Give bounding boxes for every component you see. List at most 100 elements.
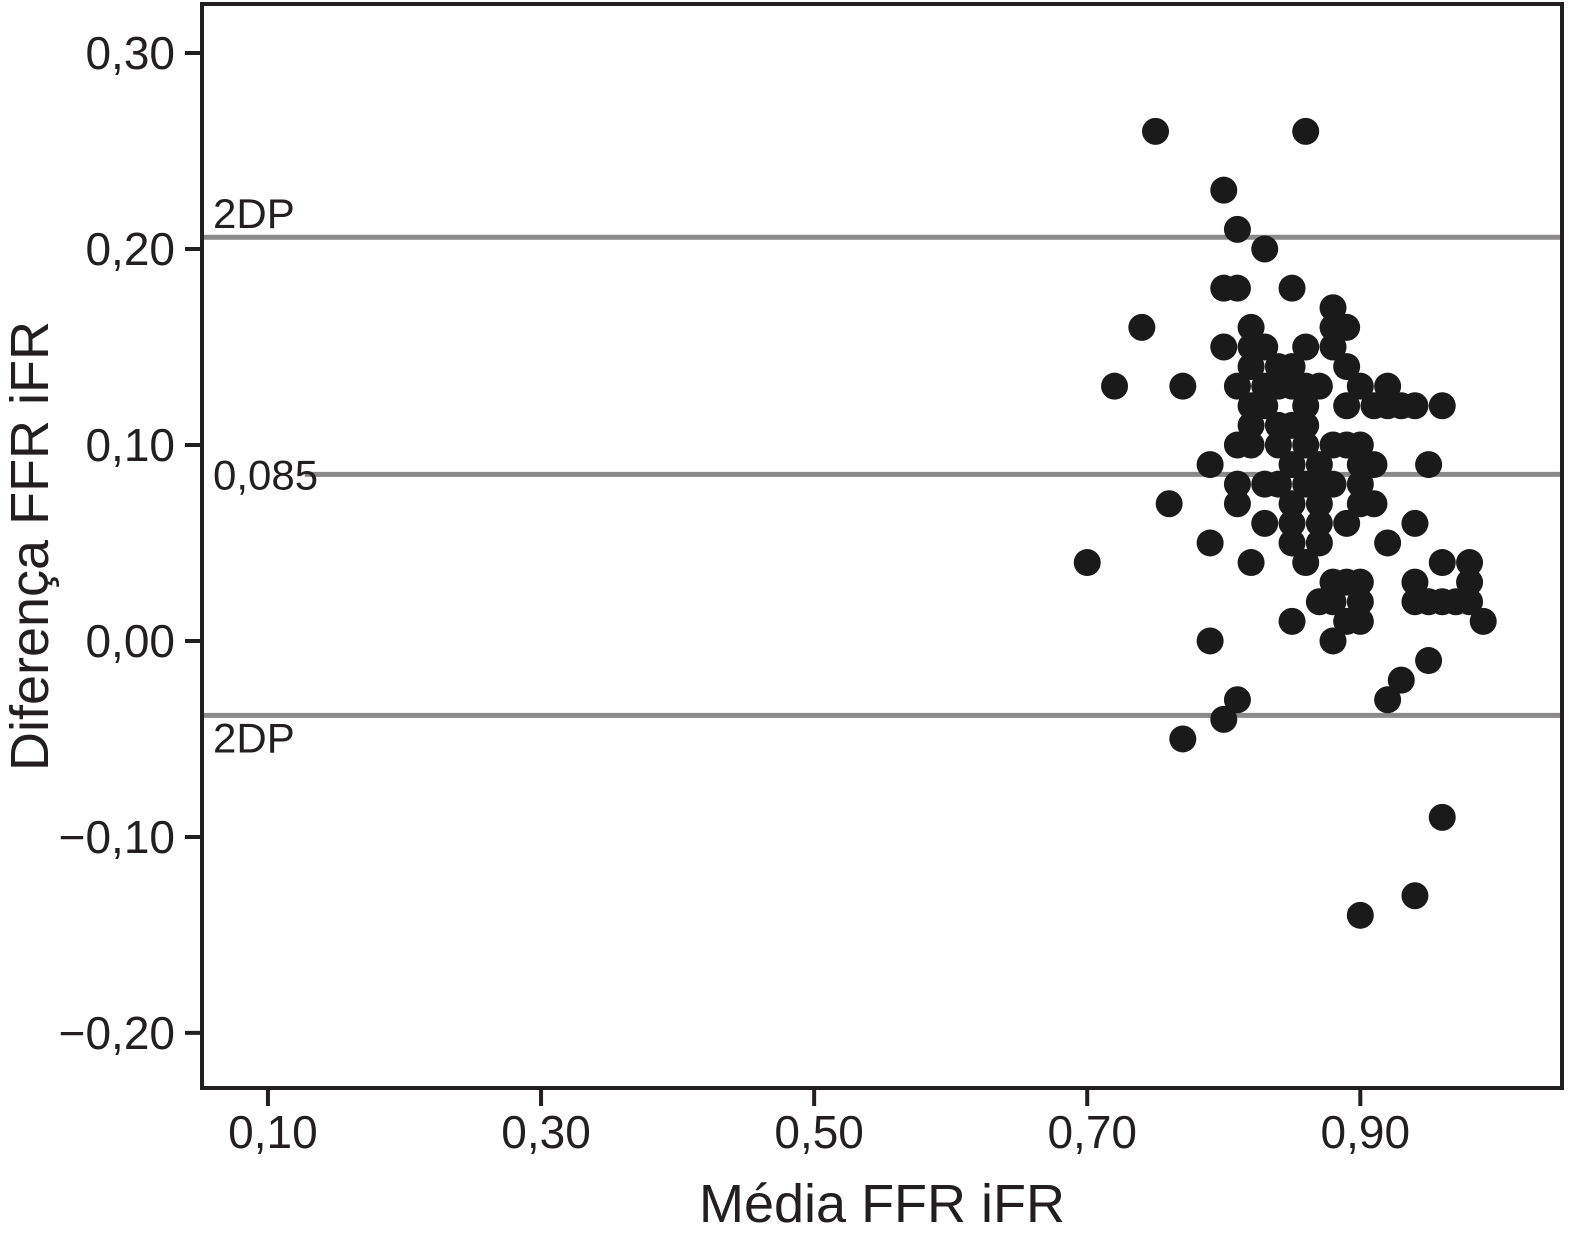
data-point xyxy=(1210,176,1238,204)
data-point xyxy=(1319,588,1347,616)
data-point xyxy=(1210,705,1238,733)
reference-line-label: 2DP xyxy=(213,714,295,761)
data-point xyxy=(1237,313,1265,341)
data-point xyxy=(1223,274,1251,302)
data-point xyxy=(1223,215,1251,243)
y-tick-label: −0,10 xyxy=(59,811,175,863)
data-point xyxy=(1415,647,1443,675)
data-point xyxy=(1251,235,1279,263)
data-point xyxy=(1401,568,1429,596)
reference-line-label: 0,085 xyxy=(213,451,318,498)
x-tick-label: 0,70 xyxy=(1047,1106,1137,1158)
reference-line-label: 2DP xyxy=(213,190,295,237)
data-point xyxy=(1251,392,1279,420)
y-tick-label: 0,10 xyxy=(85,419,175,471)
data-point xyxy=(1264,470,1292,498)
y-axis-title: Diferença FFR iFR xyxy=(0,321,60,771)
data-point xyxy=(1456,568,1484,596)
data-point xyxy=(1292,117,1320,145)
plot-frame xyxy=(200,2,1564,1090)
data-point xyxy=(1128,313,1156,341)
data-point xyxy=(1278,607,1306,635)
data-point xyxy=(1346,372,1374,400)
data-point xyxy=(1237,431,1265,459)
y-tick-label: −0,20 xyxy=(59,1007,175,1059)
data-point xyxy=(1374,686,1402,714)
data-point xyxy=(1223,686,1251,714)
data-point xyxy=(1428,803,1456,831)
data-point xyxy=(1223,470,1251,498)
data-point xyxy=(1333,313,1361,341)
data-point xyxy=(1346,607,1374,635)
data-point xyxy=(1278,451,1306,479)
data-point xyxy=(1319,470,1347,498)
x-tick-label: 0,30 xyxy=(501,1106,591,1158)
data-point xyxy=(1223,490,1251,518)
data-point xyxy=(1346,568,1374,596)
data-point xyxy=(1305,490,1333,518)
data-point xyxy=(1196,529,1224,557)
data-point xyxy=(1346,470,1374,498)
data-point xyxy=(1237,353,1265,381)
data-point xyxy=(1333,353,1361,381)
data-point xyxy=(1169,725,1197,753)
data-point xyxy=(1278,353,1306,381)
data-point xyxy=(1469,607,1497,635)
data-point xyxy=(1387,666,1415,694)
data-point xyxy=(1169,372,1197,400)
data-point xyxy=(1319,294,1347,322)
data-point xyxy=(1346,901,1374,929)
data-point xyxy=(1305,372,1333,400)
y-tick-label: 0,00 xyxy=(85,615,175,667)
data-point xyxy=(1428,549,1456,577)
data-point xyxy=(1305,451,1333,479)
data-point xyxy=(1292,392,1320,420)
data-point xyxy=(1319,333,1347,361)
data-point xyxy=(1374,529,1402,557)
data-point xyxy=(1305,529,1333,557)
data-point xyxy=(1101,372,1129,400)
data-point xyxy=(1278,490,1306,518)
data-point xyxy=(1401,509,1429,537)
data-point xyxy=(1278,509,1306,537)
data-point xyxy=(1073,549,1101,577)
data-point xyxy=(1237,549,1265,577)
data-point xyxy=(1360,451,1388,479)
data-point xyxy=(1305,509,1333,537)
data-point xyxy=(1401,392,1429,420)
data-point xyxy=(1292,549,1320,577)
data-point xyxy=(1360,490,1388,518)
data-point xyxy=(1456,588,1484,616)
data-point xyxy=(1415,451,1443,479)
y-tick-label: 0,30 xyxy=(85,27,175,79)
data-point xyxy=(1346,431,1374,459)
data-point xyxy=(1374,372,1402,400)
data-point xyxy=(1292,333,1320,361)
data-point xyxy=(1237,411,1265,439)
data-point xyxy=(1333,392,1361,420)
data-point xyxy=(1251,509,1279,537)
data-point xyxy=(1292,431,1320,459)
data-point xyxy=(1278,529,1306,557)
x-tick-label: 0,90 xyxy=(1321,1106,1411,1158)
x-tick-label: 0,10 xyxy=(228,1106,318,1158)
data-point xyxy=(1210,333,1238,361)
y-tick-label: 0,20 xyxy=(85,223,175,275)
x-axis-title: Média FFR iFR xyxy=(699,1174,1065,1234)
data-point xyxy=(1333,509,1361,537)
data-point xyxy=(1142,117,1170,145)
data-point xyxy=(1196,451,1224,479)
data-point xyxy=(1278,274,1306,302)
data-point xyxy=(1428,392,1456,420)
x-tick-label: 0,50 xyxy=(774,1106,864,1158)
data-point xyxy=(1155,490,1183,518)
data-point xyxy=(1251,333,1279,361)
data-point xyxy=(1456,549,1484,577)
data-point xyxy=(1264,431,1292,459)
data-point xyxy=(1346,588,1374,616)
data-point xyxy=(1319,627,1347,655)
data-point xyxy=(1223,372,1251,400)
